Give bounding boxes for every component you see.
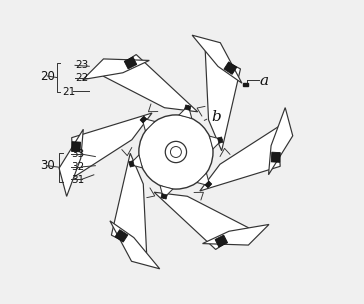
Polygon shape	[218, 137, 223, 143]
Polygon shape	[154, 192, 249, 250]
Circle shape	[165, 141, 187, 163]
Text: 21: 21	[62, 87, 75, 97]
Polygon shape	[111, 153, 147, 253]
Polygon shape	[209, 136, 222, 149]
Polygon shape	[72, 113, 152, 177]
Polygon shape	[72, 142, 80, 152]
Polygon shape	[124, 57, 137, 69]
Polygon shape	[142, 118, 155, 131]
Polygon shape	[129, 161, 134, 167]
Text: b: b	[211, 110, 221, 124]
Polygon shape	[192, 35, 242, 83]
Polygon shape	[224, 62, 237, 74]
Text: 23: 23	[75, 60, 88, 70]
Text: 22: 22	[75, 74, 88, 83]
Polygon shape	[185, 105, 191, 110]
Polygon shape	[243, 83, 248, 86]
Polygon shape	[59, 129, 83, 196]
Polygon shape	[205, 51, 241, 151]
Text: 30: 30	[40, 159, 55, 172]
Polygon shape	[83, 59, 149, 80]
Text: 33: 33	[71, 149, 84, 159]
Polygon shape	[160, 185, 173, 199]
Polygon shape	[179, 105, 192, 119]
Text: 32: 32	[71, 162, 84, 172]
Text: 20: 20	[40, 70, 55, 82]
Polygon shape	[110, 221, 160, 269]
Circle shape	[139, 115, 213, 189]
Polygon shape	[115, 230, 128, 242]
Polygon shape	[103, 54, 198, 112]
Polygon shape	[269, 108, 293, 175]
Polygon shape	[200, 127, 280, 191]
Polygon shape	[130, 155, 142, 168]
Polygon shape	[161, 194, 167, 199]
Polygon shape	[140, 116, 147, 123]
Polygon shape	[215, 235, 228, 247]
Polygon shape	[205, 181, 212, 188]
Polygon shape	[197, 173, 210, 186]
Circle shape	[170, 147, 181, 157]
Text: a: a	[260, 74, 269, 88]
Text: 31: 31	[71, 175, 84, 185]
Polygon shape	[202, 224, 269, 245]
Polygon shape	[271, 152, 280, 162]
